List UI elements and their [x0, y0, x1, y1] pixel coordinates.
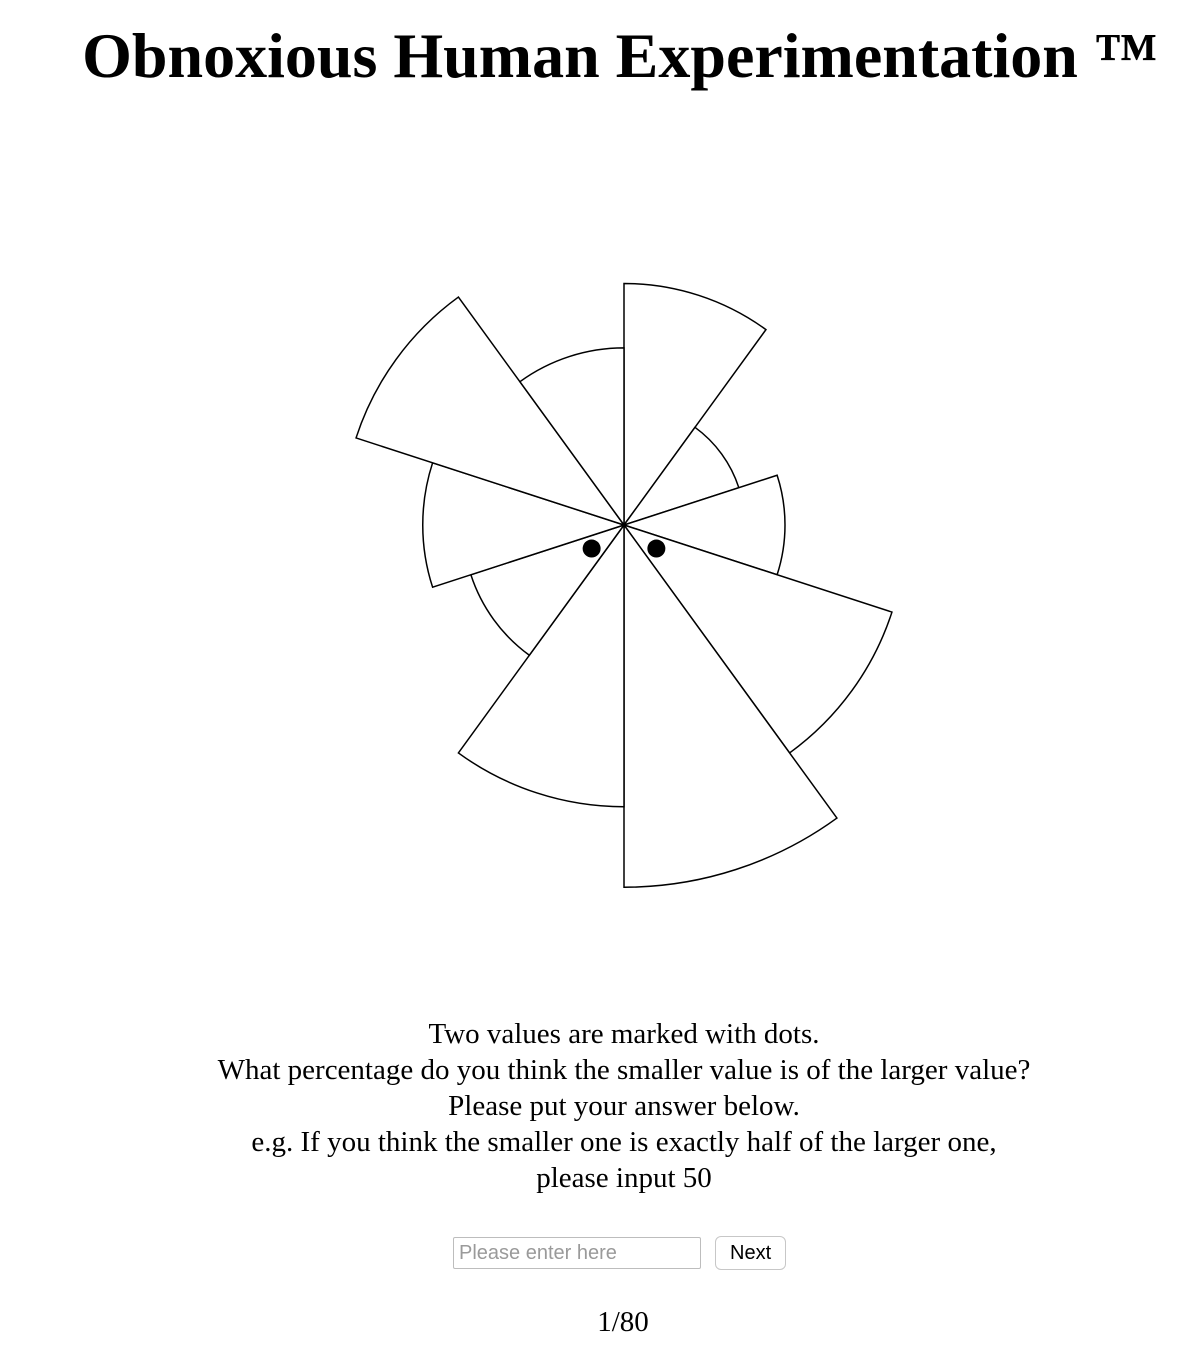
instruction-line: What percentage do you think the smaller…	[217, 1054, 1031, 1086]
instruction-line: Please put your answer below.	[448, 1090, 800, 1122]
marker-dot	[647, 539, 666, 558]
chart-sector	[457, 522, 625, 808]
chart-sector	[623, 522, 838, 889]
instruction-line: e.g. If you think the smaller one is exa…	[251, 1126, 997, 1158]
chart-sector	[622, 523, 893, 754]
page-title: Obnoxious Human Experimentation ™	[82, 20, 1158, 91]
chart-sector	[355, 296, 626, 527]
progress-counter: 1/80	[597, 1306, 649, 1338]
chart-markers	[582, 539, 666, 558]
answer-input[interactable]	[453, 1237, 701, 1269]
chart-sector	[621, 474, 786, 576]
next-button[interactable]: Next	[715, 1236, 787, 1270]
instruction-line: please input 50	[536, 1162, 712, 1194]
instructions: Two values are marked with dots. What pe…	[0, 1016, 1182, 1196]
chart-sector	[422, 461, 627, 589]
chart-sectors	[355, 282, 893, 889]
chart-sector	[623, 282, 767, 528]
chart-sector	[518, 347, 625, 528]
marker-dot	[582, 539, 601, 558]
chart-sector	[469, 523, 626, 657]
answer-form: Next	[453, 1235, 787, 1271]
chart-sector	[622, 426, 740, 527]
radial-chart	[355, 282, 893, 889]
instruction-line: Two values are marked with dots.	[428, 1018, 820, 1050]
